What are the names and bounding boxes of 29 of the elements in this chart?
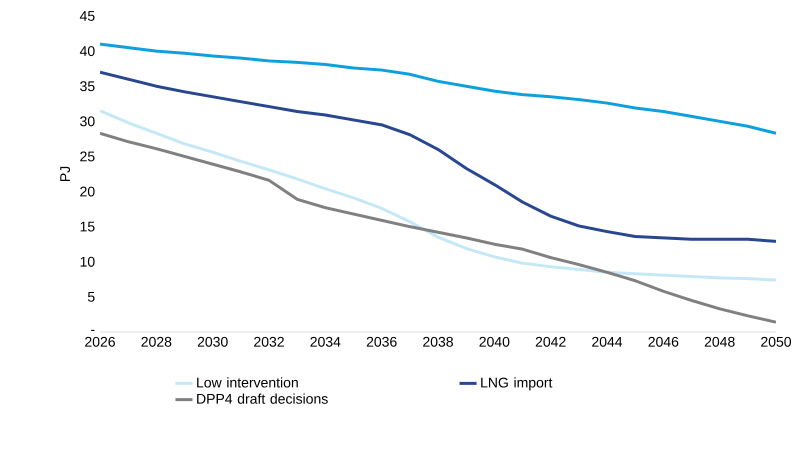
y-tick-label: 15	[80, 222, 95, 232]
line-series	[100, 42, 776, 135]
x-tick-label: 2026	[85, 336, 115, 347]
x-tick-label: 2048	[704, 336, 735, 347]
legend-label: DPP4 draft decisions	[197, 394, 328, 404]
y-axis-title: PJ	[60, 166, 70, 182]
legend-label: Low intervention	[197, 377, 298, 388]
y-tick-label: -	[91, 330, 95, 331]
x-tick-label: 2044	[592, 336, 622, 347]
x-tick-label: 2032	[254, 336, 284, 347]
x-tick-label: 2038	[423, 336, 453, 347]
x-tick-label: 2036	[366, 336, 397, 347]
x-tick-label: 2050	[761, 336, 792, 347]
y-tick-label: 10	[80, 256, 95, 267]
y-tick-label: 25	[80, 151, 95, 162]
x-tick-label: 2034	[310, 336, 340, 347]
line-series	[100, 109, 776, 282]
y-tick-label: 35	[80, 81, 95, 92]
x-tick-label: 2040	[479, 336, 510, 347]
y-tick-label: 40	[80, 46, 95, 56]
x-tick-label: 2042	[536, 336, 566, 347]
y-tick-label: 30	[80, 116, 95, 126]
x-tick-label: 2028	[141, 336, 172, 347]
y-tick-label: 5	[88, 292, 95, 302]
y-tick-label: 45	[80, 11, 95, 21]
legend-label: LNG import	[481, 377, 552, 390]
y-tick-label: 20	[80, 186, 95, 197]
x-tick-label: 2046	[648, 336, 678, 347]
x-tick-label: 2030	[198, 336, 228, 347]
